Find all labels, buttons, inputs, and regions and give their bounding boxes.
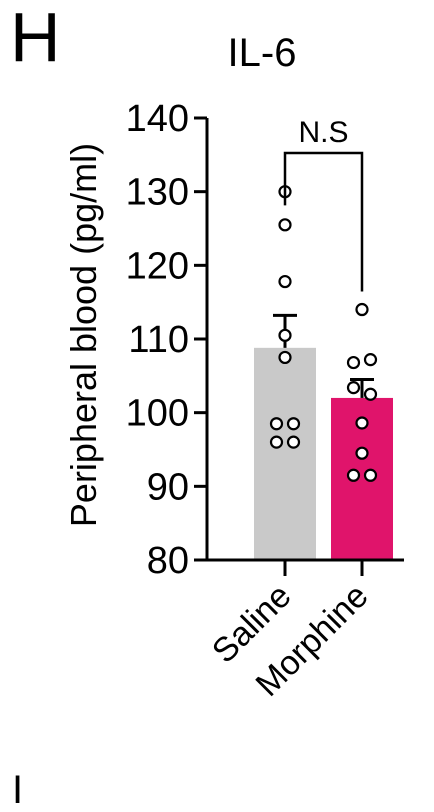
significance-label: N.S bbox=[298, 116, 348, 149]
significance-bracket bbox=[283, 151, 364, 292]
y-tick-label: 140 bbox=[126, 98, 189, 140]
data-point bbox=[269, 435, 284, 449]
data-point bbox=[346, 355, 361, 370]
data-point bbox=[355, 446, 369, 460]
data-point bbox=[278, 328, 292, 342]
bar-saline bbox=[254, 347, 316, 560]
data-point bbox=[363, 468, 378, 482]
y-tick-label: 120 bbox=[126, 245, 189, 287]
y-tick-label: 90 bbox=[147, 466, 189, 508]
data-point bbox=[355, 416, 369, 430]
next-panel-letter: I bbox=[12, 768, 24, 812]
data-point bbox=[278, 218, 292, 232]
chart-title: IL-6 bbox=[228, 31, 297, 75]
y-tick-label: 130 bbox=[126, 172, 189, 214]
data-point bbox=[355, 302, 369, 317]
data-point bbox=[286, 417, 301, 431]
y-tick-label: 80 bbox=[147, 540, 189, 582]
data-point bbox=[363, 353, 378, 367]
data-point bbox=[346, 381, 361, 395]
data-point bbox=[363, 387, 378, 401]
data-point bbox=[286, 435, 301, 449]
figure: H 80 90 100 110 120 130 140 Saline Morphine N.S … bbox=[10, 0, 404, 810]
data-point bbox=[269, 417, 284, 431]
y-tick-label: 100 bbox=[126, 393, 189, 435]
panel-letter: H bbox=[10, 0, 61, 76]
data-point bbox=[278, 350, 292, 365]
y-axis-label: Peripheral blood (pg/ml) bbox=[63, 143, 104, 527]
y-tick-label: 110 bbox=[128, 319, 189, 361]
data-point bbox=[346, 468, 361, 482]
data-point bbox=[278, 274, 292, 289]
